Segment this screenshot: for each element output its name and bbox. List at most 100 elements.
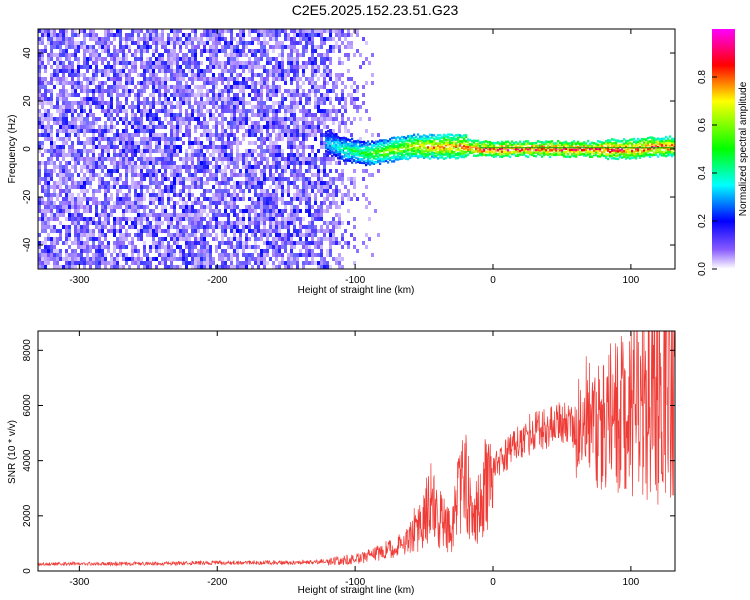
spectrogram-cell — [143, 109, 146, 113]
spectrogram-cell — [185, 237, 188, 241]
spectrogram-cell — [173, 165, 176, 169]
signal-track-cell — [361, 158, 364, 161]
spectrogram-cell — [278, 45, 281, 49]
spectrogram-cell — [50, 33, 53, 37]
spectrogram-cell — [137, 97, 140, 101]
spectrogram-cell — [260, 93, 263, 97]
spectrogram-cell — [125, 89, 128, 93]
spectrogram-cell — [284, 249, 287, 253]
spectrogram-cell — [296, 205, 299, 209]
spectrogram-cell — [131, 237, 134, 241]
spectrogram-cell — [206, 129, 209, 133]
spectrogram-cell — [116, 253, 119, 257]
spectrogram-cell — [44, 229, 47, 233]
spectrogram-cell — [44, 209, 47, 213]
spectrogram-cell — [44, 109, 47, 113]
signal-track-cell — [329, 136, 332, 139]
spectrogram-cell — [365, 129, 368, 133]
spectrogram-cell — [212, 105, 215, 109]
spectrogram-cell — [269, 149, 272, 153]
spectrogram-cell — [311, 213, 314, 217]
spectrogram-cell — [125, 161, 128, 165]
spectrogram-cell — [188, 129, 191, 133]
spectrogram-cell — [47, 57, 50, 61]
signal-track-cell — [365, 155, 368, 159]
spectrogram-cell — [314, 45, 317, 49]
spectrogram-cell — [107, 201, 110, 205]
spectrogram-cell — [173, 145, 176, 149]
spectrogram-cell — [107, 89, 110, 93]
spectrogram-cell — [269, 109, 272, 113]
spectrogram-cell — [170, 253, 173, 257]
spectrogram-cell — [203, 257, 206, 261]
spectrogram-cell — [314, 253, 317, 257]
spectrogram-cell — [41, 257, 44, 261]
spectrogram-cell — [197, 69, 200, 73]
spectrogram-cell — [68, 69, 71, 73]
spectrogram-cell — [317, 205, 320, 209]
spectrogram-cell — [320, 157, 323, 161]
spectrogram-cell — [311, 61, 314, 65]
spectrogram-cell — [86, 237, 89, 241]
spectrogram-cell — [239, 109, 242, 113]
spectrogram-cell — [314, 161, 317, 165]
spectrogram-cell — [155, 77, 158, 81]
spectrogram-cell — [119, 205, 122, 209]
spectrogram-cell — [113, 169, 116, 173]
spectrogram-cell — [71, 261, 74, 265]
spectrogram-cell — [116, 49, 119, 53]
spectrogram-cell — [77, 229, 80, 233]
spectrogram-cell — [245, 149, 248, 153]
spectrogram-cell — [164, 257, 167, 261]
spectrogram-cell — [134, 245, 137, 249]
spectrogram-cell — [164, 61, 167, 65]
spectrogram-cell — [296, 69, 299, 73]
spectrogram-cell — [221, 233, 224, 237]
spectrogram-cell — [185, 109, 188, 113]
spectrogram-cell — [176, 41, 179, 45]
spectrogram-cell — [194, 241, 197, 245]
spectrogram-cell — [206, 65, 209, 69]
spectrogram-cell — [92, 61, 95, 65]
spectrogram-cell — [305, 157, 308, 161]
spectrogram-cell — [113, 153, 116, 157]
spectrogram-cell — [284, 105, 287, 109]
spectrogram-cell — [188, 61, 191, 65]
spectrogram-cell — [203, 125, 206, 129]
spectrogram-cell — [275, 177, 278, 181]
spectrogram-cell — [104, 149, 107, 153]
spectrogram-cell — [188, 125, 191, 129]
spectrogram-cell — [74, 209, 77, 213]
spectrogram-cell — [113, 241, 116, 245]
spectrogram-cell — [221, 81, 224, 85]
spectrogram-cell — [368, 61, 371, 65]
spectrogram-cell — [170, 205, 173, 209]
signal-track-cell — [355, 148, 358, 151]
spectrogram-cell — [116, 101, 119, 105]
spectrogram-cell — [305, 169, 308, 173]
spectrogram-cell — [98, 237, 101, 241]
spectrogram-cell — [236, 205, 239, 209]
spectrogram-cell — [266, 113, 269, 117]
spectrogram-cell — [308, 205, 311, 209]
spectrogram-cell — [341, 89, 344, 93]
spectrogram-cell — [179, 205, 182, 209]
spectrogram-cell — [251, 29, 254, 33]
spectrogram-cell — [101, 185, 104, 189]
spectrogram-cell — [158, 261, 161, 265]
spectrogram-cell — [242, 249, 245, 253]
signal-track-cell — [345, 154, 348, 157]
spectrogram-cell — [41, 53, 44, 57]
signal-track-cell — [359, 144, 362, 148]
spectrogram-cell — [53, 121, 56, 125]
spectrogram-cell — [272, 101, 275, 105]
spectrogram-cell — [266, 157, 269, 161]
spectrogram-cell — [278, 89, 281, 93]
spectrogram-cell — [329, 241, 332, 245]
spectrogram-cell — [131, 153, 134, 157]
signal-track-cell — [367, 154, 370, 157]
spectrogram-cell — [215, 37, 218, 41]
spectrogram-cell — [236, 173, 239, 177]
spectrogram-cell — [329, 109, 332, 113]
spectrogram-cell — [86, 89, 89, 93]
